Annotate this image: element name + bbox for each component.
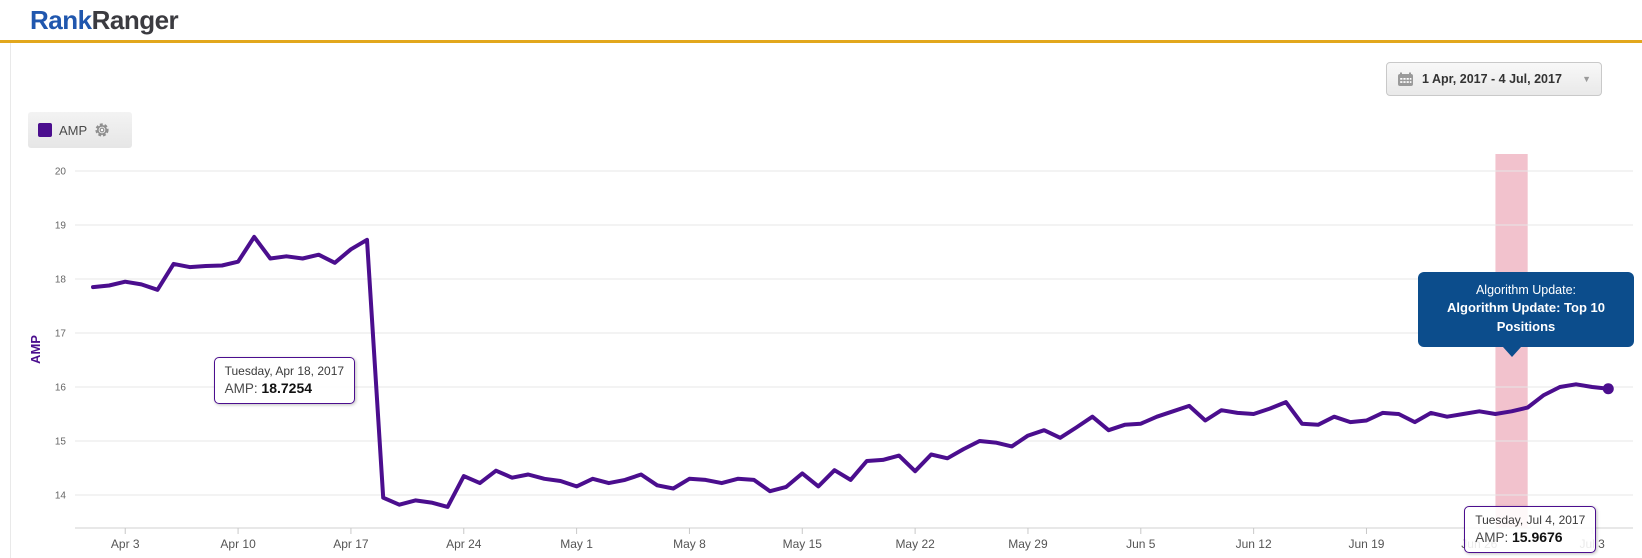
tooltip-value-row: AMP: 15.9676 <box>1475 529 1585 545</box>
tooltip-series-label: AMP: <box>224 380 258 396</box>
y-axis-title: AMP <box>28 335 43 364</box>
tooltip-value: 15.9676 <box>1511 528 1563 545</box>
logo-text-ranger: Ranger <box>91 5 179 35</box>
x-tick-label: May 29 <box>1008 537 1048 551</box>
x-tick-label: May 22 <box>895 537 935 551</box>
y-tick-label: 14 <box>55 491 67 502</box>
legend-amp-toggle[interactable]: AMP <box>28 112 132 148</box>
logo-text-rank: Rank <box>30 5 92 35</box>
y-tick-label: 17 <box>55 329 67 340</box>
x-tick-label: Apr 24 <box>446 537 482 551</box>
legend-label: AMP <box>59 122 88 138</box>
tooltip-series-label: AMP: <box>1475 529 1509 545</box>
tooltip-date: Tuesday, Apr 18, 2017 <box>224 363 345 378</box>
rankranger-logo[interactable]: RankRanger <box>30 5 179 36</box>
series-end-point[interactable] <box>1602 383 1614 395</box>
tooltip-date: Tuesday, Jul 4, 2017 <box>1475 512 1586 527</box>
brand-divider <box>0 40 1642 43</box>
chevron-down-icon: ▼ <box>1582 74 1591 84</box>
callout-update-name: Algorithm Update: Top 10 Positions <box>1447 300 1605 334</box>
tooltip-apr-18: Tuesday, Apr 18, 2017 AMP: 18.7254 <box>213 356 356 404</box>
y-tick-label: 20 <box>55 167 67 178</box>
tooltip-jul-4: Tuesday, Jul 4, 2017 AMP: 15.9676 <box>1464 505 1597 553</box>
x-tick-label: May 1 <box>560 537 593 551</box>
app-header: RankRanger <box>0 0 1642 40</box>
y-gridlines: 20 19 18 17 16 15 14 <box>55 167 1633 502</box>
gear-icon[interactable] <box>94 122 110 138</box>
calendar-icon <box>1398 72 1413 86</box>
x-tick-label: Jun 19 <box>1348 537 1384 551</box>
content-left-edge <box>10 43 11 558</box>
y-tick-label: 18 <box>55 275 67 286</box>
x-tick-label: Apr 3 <box>111 537 140 551</box>
date-range-text: 1 Apr, 2017 - 4 Jul, 2017 <box>1422 72 1562 86</box>
x-tick-label: Jun 12 <box>1236 537 1272 551</box>
y-tick-label: 19 <box>55 221 67 232</box>
date-range-picker[interactable]: 1 Apr, 2017 - 4 Jul, 2017 ▼ <box>1386 62 1602 96</box>
y-tick-label: 15 <box>55 437 67 448</box>
amp-line-chart: 20 19 18 17 16 15 14 Apr 3 Apr 10 Apr 17 Apr 24 May… <box>0 150 1642 558</box>
tooltip-value-row: AMP: 18.7254 <box>225 380 344 396</box>
callout-arrow <box>1502 346 1521 357</box>
callout-title: Algorithm Update: <box>1475 283 1577 297</box>
x-tick-label: Jun 5 <box>1126 537 1156 551</box>
chart-canvas: 20 19 18 17 16 15 14 Apr 3 Apr 10 Apr 17 Apr 24 May… <box>28 154 1633 551</box>
amp-series-swatch <box>38 123 52 137</box>
x-ticks: Apr 3 Apr 10 Apr 17 Apr 24 May 1 May 8 May 15 M… <box>111 528 1605 551</box>
x-tick-label: May 15 <box>783 537 823 551</box>
amp-series-line[interactable] <box>91 234 1611 509</box>
algorithm-update-callout[interactable]: Algorithm Update: Algorithm Update: Top … <box>1418 272 1634 357</box>
tooltip-value: 18.7254 <box>261 379 313 396</box>
x-tick-label: Apr 10 <box>220 537 256 551</box>
x-tick-label: Apr 17 <box>333 537 369 551</box>
x-tick-label: May 8 <box>673 537 706 551</box>
y-tick-label: 16 <box>55 383 67 394</box>
